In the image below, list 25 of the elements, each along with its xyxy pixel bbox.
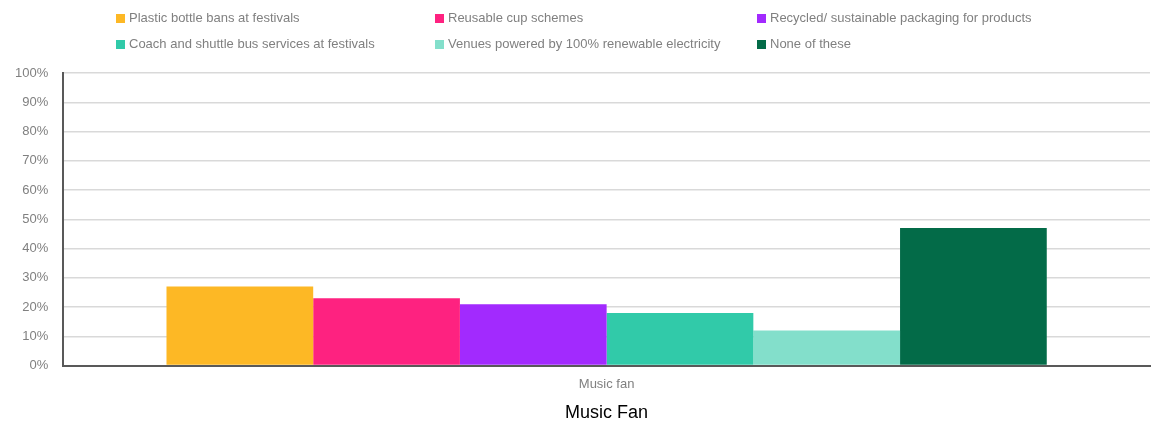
y-tick-label: 90% — [22, 93, 49, 109]
x-tick-label: Music fan — [578, 375, 635, 391]
y-tick-label: 50% — [22, 210, 49, 226]
y-tick-label: 100% — [15, 64, 49, 80]
legend-label: Venues powered by 100% renewable electricity — [448, 36, 721, 52]
y-tick-label: 80% — [22, 123, 49, 139]
bar — [606, 312, 754, 365]
bar — [900, 228, 1047, 365]
y-tick-label: 0% — [29, 357, 49, 373]
bar — [313, 298, 460, 365]
legend-label: Reusable cup schemes — [448, 10, 584, 26]
y-tick-label: 20% — [22, 298, 49, 314]
legend-label: Coach and shuttle bus services at festivals — [129, 36, 375, 52]
y-tick-label: 70% — [22, 152, 49, 168]
legend-label: None of these — [770, 36, 851, 52]
y-tick-label: 60% — [22, 181, 49, 197]
y-tick-label: 10% — [22, 327, 49, 343]
y-tick-label: 40% — [22, 240, 49, 256]
x-axis-title: Music Fan — [565, 402, 649, 423]
y-tick-label: 30% — [22, 269, 49, 285]
legend-label: Recycled/ sustainable packaging for products — [770, 10, 1032, 26]
bar — [166, 286, 314, 365]
legend-label: Plastic bottle bans at festivals — [129, 10, 300, 26]
bar — [753, 330, 901, 365]
bar — [459, 304, 607, 365]
